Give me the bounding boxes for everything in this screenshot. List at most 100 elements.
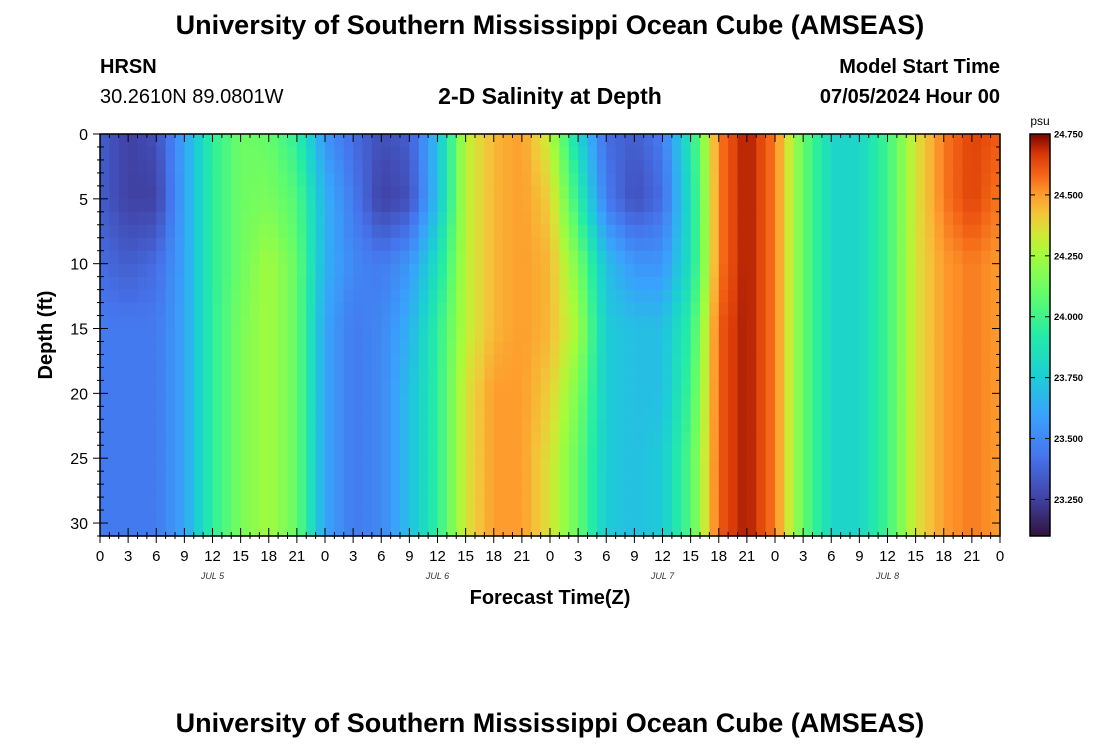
heatmap-cell bbox=[615, 510, 626, 524]
heatmap-cell bbox=[737, 497, 748, 511]
heatmap-cell bbox=[606, 380, 617, 394]
heatmap-cell bbox=[343, 380, 354, 394]
heatmap-cell bbox=[390, 354, 401, 369]
heatmap-cell bbox=[746, 510, 757, 524]
heatmap-cell bbox=[550, 484, 560, 498]
heatmap-cell bbox=[278, 354, 289, 369]
heatmap-cell bbox=[953, 263, 964, 278]
heatmap-cell bbox=[962, 224, 973, 239]
heatmap-cell bbox=[831, 250, 842, 265]
heatmap-cell bbox=[128, 198, 139, 213]
heatmap-cell bbox=[568, 185, 579, 200]
heatmap-cell bbox=[390, 146, 401, 161]
heatmap-cell bbox=[990, 172, 1001, 187]
heatmap-cell bbox=[709, 172, 720, 187]
heatmap-cell bbox=[475, 172, 485, 187]
heatmap-cell bbox=[896, 302, 907, 317]
heatmap-cell bbox=[934, 523, 945, 537]
heatmap-cell bbox=[193, 458, 204, 472]
heatmap-cell bbox=[775, 484, 785, 498]
heatmap-cell bbox=[550, 198, 560, 213]
heatmap-cell bbox=[850, 380, 860, 394]
heatmap-cell bbox=[109, 263, 120, 278]
heatmap-cell bbox=[390, 458, 401, 472]
heatmap-cell bbox=[925, 380, 935, 394]
heatmap-cell bbox=[615, 250, 626, 265]
heatmap-cell bbox=[643, 341, 654, 356]
heatmap-cell bbox=[953, 237, 964, 252]
heatmap-cell bbox=[315, 276, 326, 291]
heatmap-cell bbox=[409, 458, 420, 472]
heatmap-cell bbox=[203, 484, 214, 498]
heatmap-cell bbox=[287, 432, 298, 446]
heatmap-cell bbox=[568, 458, 579, 472]
heatmap-cell bbox=[362, 159, 373, 174]
heatmap-cell bbox=[906, 315, 917, 330]
heatmap-cell bbox=[259, 237, 270, 252]
heatmap-cell bbox=[906, 458, 917, 472]
heatmap-cell bbox=[381, 523, 392, 537]
heatmap-cell bbox=[868, 380, 879, 394]
heatmap-cell bbox=[128, 497, 139, 511]
heatmap-cell bbox=[371, 406, 382, 420]
heatmap-cell bbox=[259, 341, 270, 356]
heatmap-cell bbox=[409, 406, 420, 420]
heatmap-cell bbox=[690, 289, 701, 304]
heatmap-cell bbox=[175, 393, 185, 407]
heatmap-cell bbox=[971, 134, 982, 148]
heatmap-cell bbox=[812, 406, 823, 420]
heatmap-cell bbox=[146, 354, 157, 369]
heatmap-cell bbox=[737, 302, 748, 317]
heatmap-cell bbox=[906, 393, 917, 407]
heatmap-cell bbox=[446, 393, 457, 407]
heatmap-cell bbox=[756, 134, 767, 148]
heatmap-cell bbox=[343, 172, 354, 187]
heatmap-cell bbox=[925, 354, 935, 369]
heatmap-cell bbox=[587, 367, 598, 381]
heatmap-cell bbox=[118, 146, 129, 161]
heatmap-cell bbox=[465, 445, 476, 459]
heatmap-cell bbox=[381, 315, 392, 330]
heatmap-cell bbox=[662, 484, 673, 498]
heatmap-cell bbox=[146, 315, 157, 330]
heatmap-cell bbox=[746, 224, 757, 239]
heatmap-cell bbox=[775, 237, 785, 252]
heatmap-cell bbox=[709, 432, 720, 446]
heatmap-cell bbox=[943, 263, 954, 278]
heatmap-cell bbox=[390, 471, 401, 485]
heatmap-cell bbox=[446, 471, 457, 485]
heatmap-cell bbox=[990, 523, 1001, 537]
heatmap-cell bbox=[156, 497, 167, 511]
heatmap-cell bbox=[315, 510, 326, 524]
heatmap-cell bbox=[540, 224, 551, 239]
heatmap-cell bbox=[700, 250, 710, 265]
heatmap-cell bbox=[784, 172, 795, 187]
heatmap-cell bbox=[821, 211, 832, 226]
heatmap-cell bbox=[381, 393, 392, 407]
heatmap-cell bbox=[943, 211, 954, 226]
heatmap-cell bbox=[690, 445, 701, 459]
heatmap-cell bbox=[512, 510, 523, 524]
heatmap-cell bbox=[634, 380, 645, 394]
heatmap-cell bbox=[531, 237, 542, 252]
heatmap-cell bbox=[165, 224, 176, 239]
heatmap-cell bbox=[381, 224, 392, 239]
heatmap-cell bbox=[353, 341, 364, 356]
heatmap-cell bbox=[175, 211, 185, 226]
heatmap-cell bbox=[325, 432, 335, 446]
heatmap-cell bbox=[409, 523, 420, 537]
heatmap-cell bbox=[465, 302, 476, 317]
heatmap-cell bbox=[287, 211, 298, 226]
heatmap-cell bbox=[831, 159, 842, 174]
heatmap-cell bbox=[718, 211, 729, 226]
heatmap-cell bbox=[175, 250, 185, 265]
heatmap-cell bbox=[784, 134, 795, 148]
heatmap-cell bbox=[718, 328, 729, 343]
heatmap-cell bbox=[953, 159, 964, 174]
heatmap-cell bbox=[803, 445, 814, 459]
heatmap-cell bbox=[418, 263, 429, 278]
heatmap-cell bbox=[540, 172, 551, 187]
heatmap-cell bbox=[878, 315, 889, 330]
heatmap-cell bbox=[278, 432, 289, 446]
heatmap-cell bbox=[756, 484, 767, 498]
